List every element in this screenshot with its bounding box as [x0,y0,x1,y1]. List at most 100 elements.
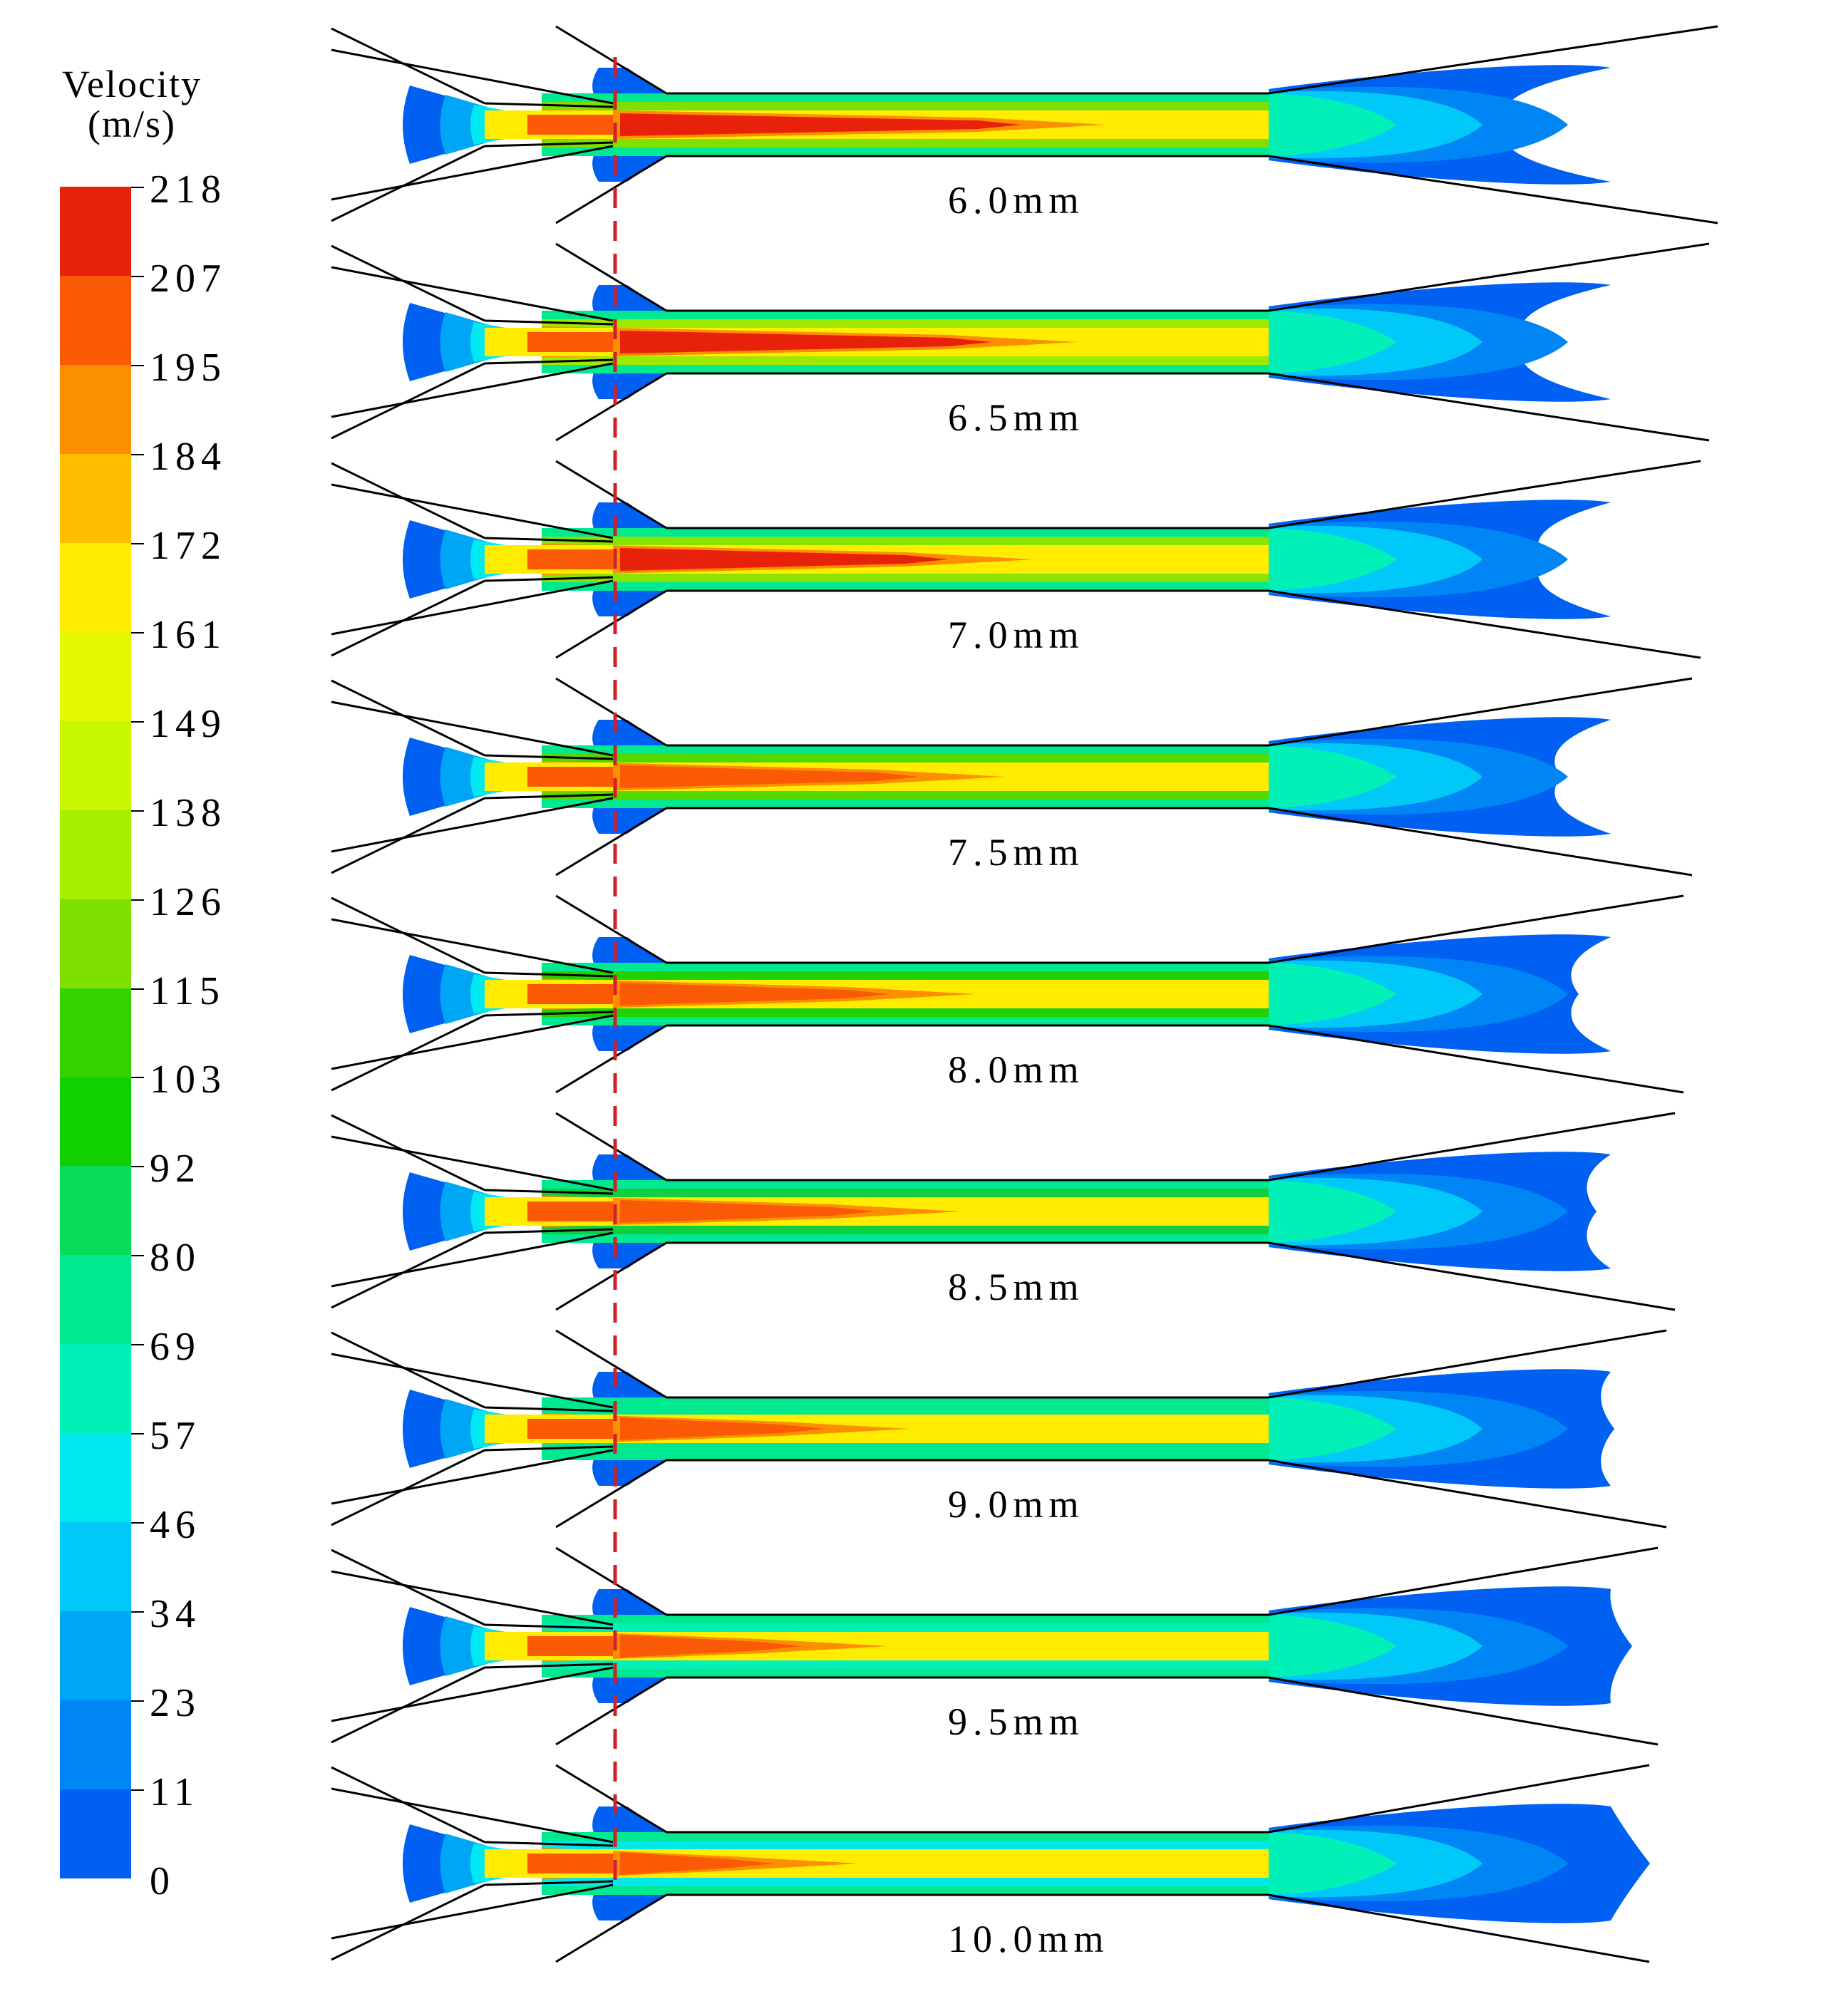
nozzle-outline [484,1623,614,1630]
colorbar-tick-label: 34 [150,1592,201,1637]
colorbar-tick-mark [131,1166,144,1168]
diffuser-outline [1268,589,1701,659]
colorbar-band [60,364,131,454]
colorbar-tick-mark [131,1700,144,1702]
colorbar-band [60,899,131,988]
nozzle-outline [331,145,485,222]
suction-outline [555,1546,667,1616]
mixing-tube-core [620,1200,875,1223]
nozzle-outline [331,483,614,539]
colorbar [60,187,131,1879]
diffuser-outline [1268,1329,1667,1399]
nozzle-outline [331,1231,614,1288]
colorbar-tick-label: 23 [150,1681,201,1726]
colorbar-tick-mark [131,1255,144,1257]
suction-outline [555,460,667,529]
diffuser-outline [1268,242,1710,312]
case-label: 10.0mm [948,1918,1110,1960]
nozzle-outline [331,1331,485,1409]
suction-outline [555,1893,667,1963]
nozzle-outline [331,1666,614,1722]
outlet-plume [1269,1615,1397,1678]
nozzle-outline [331,1231,485,1309]
mixing-tube-core [620,1635,803,1658]
suction-outline [555,242,667,312]
colorbar-tick-label: 195 [150,345,227,390]
suction-outline [555,1241,667,1311]
legend-title-line1: Velocity [62,63,202,105]
primary-jet [527,332,613,352]
nozzle-outline [331,1014,614,1070]
outlet-plume [1269,1180,1397,1243]
diffuser-outline [1268,807,1693,877]
nozzle-outline [484,1663,614,1669]
suction-outline [555,677,667,747]
colorbar-band [60,187,131,276]
colorbar-tick-label: 80 [150,1236,201,1281]
colorbar-tick-label: 184 [150,434,227,479]
nozzle-panel [331,1764,1650,1963]
nozzle-outline [331,918,614,974]
nozzle-panel [331,242,1710,442]
colorbar-band [60,453,131,543]
colorbar-tick-label: 46 [150,1503,201,1548]
nozzle-outline [484,1010,614,1017]
nozzle-outline [484,1406,614,1412]
nozzle-outline [484,793,614,800]
nozzle-outline [484,537,614,543]
mixing-tube-core [620,983,890,1006]
outlet-plume [1269,311,1397,373]
nozzle-outline [331,797,614,853]
colorbar-tick-label: 92 [150,1147,201,1191]
nozzle-outline [331,679,485,757]
colorbar-tick-mark [131,1789,144,1792]
diffuser-outline [1268,25,1718,95]
nozzle-outline [331,1570,614,1626]
outlet-plume [1269,1397,1397,1460]
colorbar-band [60,1166,131,1256]
nozzle-outline [331,1549,485,1626]
colorbar-tick-mark [131,899,144,901]
nozzle-panel [331,25,1718,224]
nozzle-outline [484,1880,614,1886]
colorbar-tick-label: 126 [150,879,227,924]
nozzle-panel [331,1546,1659,1746]
nozzle-outline [331,244,485,322]
diffuser-outline [1268,1241,1676,1311]
nozzle-outline [484,358,614,365]
nozzle-outline [484,754,614,760]
colorbar-tick-label: 0 [150,1859,175,1903]
diffuser-outline [1268,1676,1659,1746]
mixing-tube-core [620,113,1021,136]
nozzle-outline [331,145,614,201]
nozzle-outline [331,1135,614,1191]
nozzle-outline [331,1883,614,1940]
mixing-tube-core [620,1417,825,1440]
case-label: 7.0mm [948,614,1085,656]
nozzle-outline [484,576,614,582]
legend-title: Velocity (m/s) [29,64,235,144]
colorbar-band [60,810,131,899]
case-label: 6.5mm [948,396,1085,439]
colorbar-tick-label: 149 [150,701,227,746]
mixing-tube-core [620,548,948,571]
colorbar-tick-mark [131,631,144,634]
case-label: 6.0mm [948,179,1085,222]
diffuser-outline [1268,155,1718,224]
colorbar-tick-mark [131,1077,144,1079]
colorbar-band [60,631,131,721]
primary-jet [527,984,613,1004]
nozzle-outline [484,141,614,148]
nozzle-panel [331,460,1701,659]
case-label: 8.0mm [948,1048,1085,1091]
suction-outline [555,1676,667,1746]
colorbar-tick-label: 69 [150,1325,201,1370]
suction-outline [555,589,667,659]
nozzle-outline [331,797,485,874]
diffuser-outline [1268,460,1701,529]
colorbar-tick-label: 161 [150,612,227,657]
primary-jet [527,1419,613,1439]
colorbar-tick-label: 138 [150,790,227,835]
diffuser-outline [1268,1024,1684,1094]
